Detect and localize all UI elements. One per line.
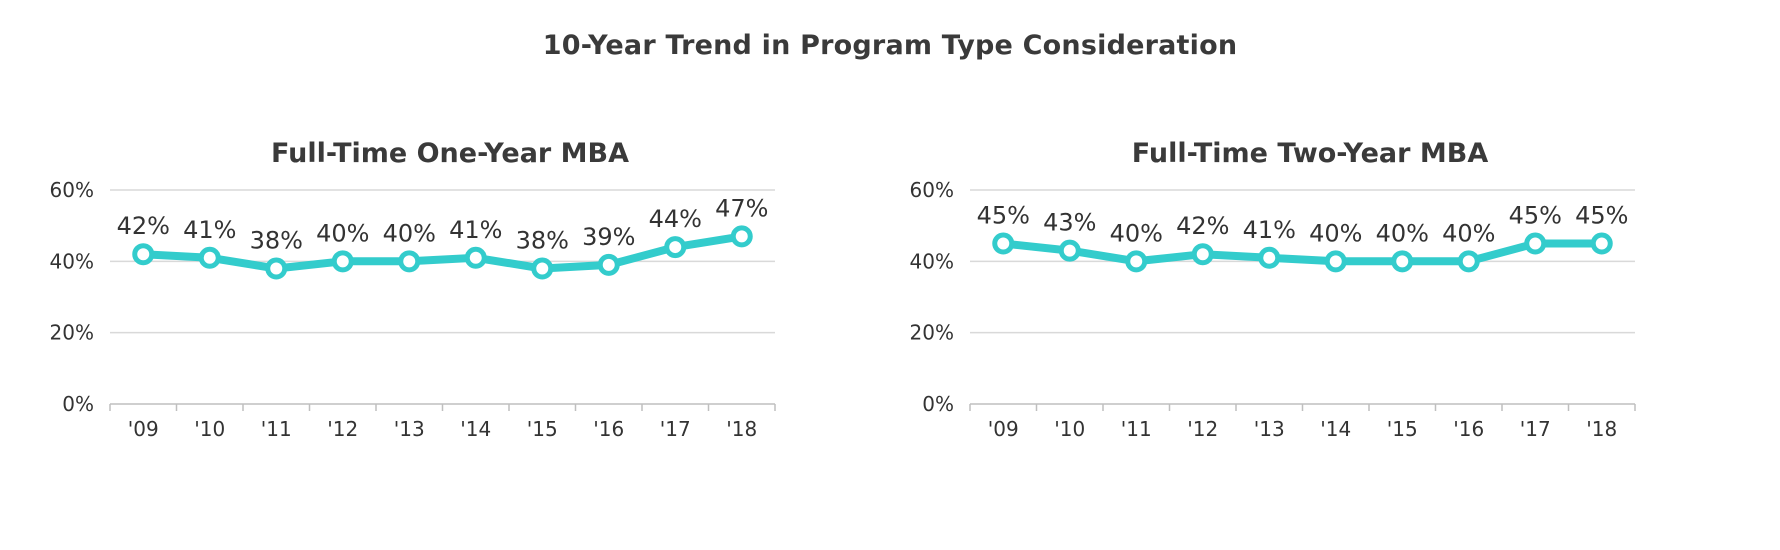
data-label: 45% <box>1509 202 1562 230</box>
y-tick-label: 40% <box>50 249 94 273</box>
x-tick-label: '09 <box>988 417 1019 441</box>
data-point <box>1191 243 1214 266</box>
x-tick-label: '18 <box>726 417 757 441</box>
data-point <box>1524 232 1547 255</box>
data-point <box>132 243 155 266</box>
series-line <box>999 239 1606 266</box>
data-point <box>730 225 753 248</box>
data-label: 40% <box>383 219 436 247</box>
data-label: 44% <box>649 205 702 233</box>
y-tick-label: 40% <box>910 249 954 273</box>
y-tick-label: 60% <box>50 178 94 202</box>
x-tick-label: '13 <box>394 417 425 441</box>
data-label: 40% <box>316 219 369 247</box>
data-point <box>331 250 354 273</box>
chart-one-year-mba: Full-Time One-Year MBA 0% 20% 40% 60% '09 '10… <box>20 130 880 540</box>
chart-two-year-mba: Full-Time Two-Year MBA 0% 20% 40% 60% '09 '10… <box>880 130 1740 540</box>
data-point <box>1590 232 1613 255</box>
x-tick-label: '15 <box>1387 417 1418 441</box>
data-point <box>531 257 554 280</box>
data-point <box>198 246 221 269</box>
data-point <box>992 232 1015 255</box>
data-point <box>1058 239 1081 262</box>
x-tick-label: '15 <box>527 417 558 441</box>
y-tick-label: 60% <box>910 178 954 202</box>
chart-title-one-year: Full-Time One-Year MBA <box>271 138 629 169</box>
chart-title-two-year: Full-Time Two-Year MBA <box>1131 138 1489 169</box>
data-point <box>464 246 487 269</box>
x-tick-label: '10 <box>194 417 225 441</box>
line-chart-two-year: 0% 20% 40% 60% '09 '10 '11 '12 '13 '14 '15 '16 '17 '1… <box>910 178 1636 441</box>
data-label: 41% <box>183 216 236 244</box>
data-label: 40% <box>1309 219 1362 247</box>
x-tick-label: '14 <box>1320 417 1351 441</box>
x-tick-label: '12 <box>327 417 358 441</box>
x-tick-label: '10 <box>1054 417 1085 441</box>
x-tick-label: '16 <box>1453 417 1484 441</box>
x-tick-label: '17 <box>1520 417 1551 441</box>
data-point <box>597 253 620 276</box>
data-label: 45% <box>1575 202 1628 230</box>
x-tick-label: '13 <box>1254 417 1285 441</box>
data-point <box>664 236 687 259</box>
data-label: 47% <box>715 194 768 222</box>
data-label: 45% <box>977 202 1030 230</box>
data-point <box>398 250 421 273</box>
data-point <box>1324 250 1347 273</box>
main-title: 10-Year Trend in Program Type Considerat… <box>542 30 1238 61</box>
data-label: 38% <box>250 226 303 254</box>
series-line <box>139 232 746 273</box>
x-tick-label: '11 <box>1121 417 1152 441</box>
data-label: 41% <box>449 216 502 244</box>
data-label: 40% <box>1442 219 1495 247</box>
data-point <box>1457 250 1480 273</box>
x-tick-label: '18 <box>1586 417 1617 441</box>
x-tick-label: '12 <box>1187 417 1218 441</box>
data-point <box>1125 250 1148 273</box>
data-label: 39% <box>582 223 635 251</box>
data-label: 42% <box>117 212 170 240</box>
y-tick-label: 20% <box>910 321 954 345</box>
data-point <box>1391 250 1414 273</box>
x-tick-label: '16 <box>593 417 624 441</box>
y-tick-label: 0% <box>62 392 94 416</box>
data-point <box>1258 246 1281 269</box>
line-chart-one-year: 0% 20% 40% 60% '09 '10 '11 '12 '13 '14 '15 '16 '17 '1… <box>50 178 776 441</box>
x-tick-label: '17 <box>660 417 691 441</box>
data-label: 38% <box>516 226 569 254</box>
data-label: 43% <box>1043 209 1096 237</box>
data-label: 40% <box>1110 219 1163 247</box>
x-tick-label: '09 <box>128 417 159 441</box>
x-tick-label: '14 <box>460 417 491 441</box>
data-label: 41% <box>1243 216 1296 244</box>
data-label: 40% <box>1376 219 1429 247</box>
y-tick-label: 20% <box>50 321 94 345</box>
y-tick-label: 0% <box>922 392 954 416</box>
x-tick-label: '11 <box>261 417 292 441</box>
data-label: 42% <box>1176 212 1229 240</box>
data-point <box>265 257 288 280</box>
